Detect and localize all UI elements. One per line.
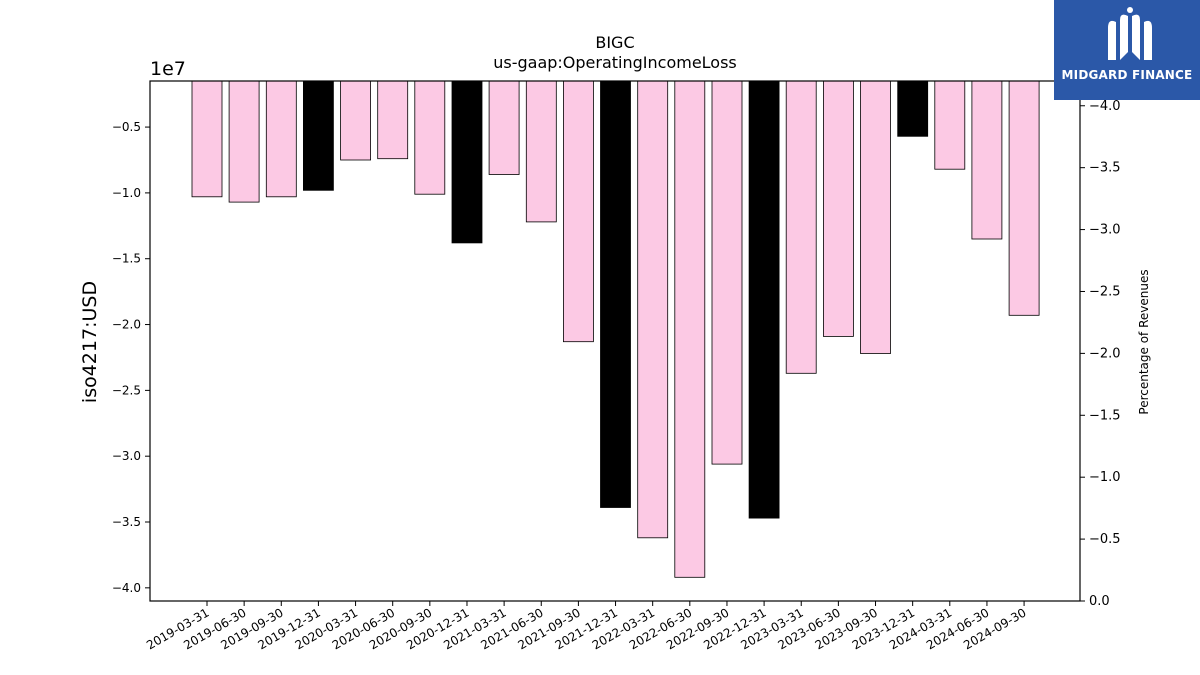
bar-2023-06-30 [823, 80, 854, 337]
bar-2021-06-30 [525, 80, 557, 223]
bar-2019-09-30 [265, 80, 297, 198]
bar-2022-09-30 [711, 80, 743, 465]
bar-2021-03-31 [488, 80, 520, 175]
y2-tick-label: −1.0 [1089, 470, 1121, 485]
y2-tick-label: −4.0 [1089, 99, 1121, 114]
bar-2024-09-30 [1008, 80, 1040, 316]
bar-2019-12-31 [302, 80, 334, 191]
bar-2020-09-30 [414, 80, 446, 195]
y-offset-label: 1e7 [150, 58, 186, 80]
bar-2022-06-30 [674, 80, 706, 578]
y-tick-label: −0.5 [112, 120, 141, 134]
y2-tick-label: −2.5 [1089, 284, 1121, 299]
y-tick-label: −2.5 [112, 383, 141, 397]
y2-tick-label: −0.5 [1089, 532, 1121, 547]
logo-text: MIDGARD FINANCE [1061, 68, 1193, 82]
bar-2023-03-31 [785, 80, 817, 374]
bar-2023-12-31 [897, 80, 929, 137]
bar-2022-03-31 [637, 80, 669, 539]
y-tick-label: −1.0 [112, 186, 141, 200]
bar-2021-12-31 [600, 80, 631, 508]
bar-2022-12-31 [748, 80, 780, 519]
y-tick-label: −1.5 [112, 252, 141, 266]
y2-ticks-group: 0.0 −0.5 −1.0 −1.5 −2.0 −2.5 −3.0 −3.5 −4.0 [1080, 99, 1121, 609]
y2-tick-label: −2.0 [1089, 346, 1121, 361]
bar-2024-03-31 [934, 80, 966, 170]
bars-group [191, 80, 1040, 578]
y-axis-label: iso4217:USD [79, 281, 101, 403]
x-ticks-group: 2019-03-312019-06-302019-09-302019-12-31… [144, 601, 1029, 652]
chart-subtitle: us-gaap:OperatingIncomeLoss [493, 53, 737, 72]
y2-tick-label: −3.5 [1089, 161, 1121, 176]
chart-title: BIGC [595, 33, 634, 52]
bar-2020-06-30 [377, 80, 409, 160]
y-tick-label: −3.5 [112, 515, 141, 529]
bar-2020-12-31 [451, 80, 483, 244]
bar-2019-06-30 [228, 80, 260, 203]
y2-axis-label: Percentage of Revenues [1137, 269, 1151, 414]
midgard-m-logo-icon [1108, 7, 1152, 61]
y-ticks-group: −4.0 −3.5 −3.0 −2.5 −2.0 −1.5 −1.0 −0.5 [112, 120, 150, 595]
plot-frame [149, 80, 1081, 602]
bar-2019-03-31 [191, 80, 223, 198]
y-tick-label: −4.0 [112, 581, 141, 595]
y2-tick-label: 0.0 [1089, 594, 1110, 609]
bar-2023-09-30 [860, 80, 891, 354]
y-tick-label: −2.0 [112, 318, 141, 332]
bar-2024-06-30 [971, 80, 1003, 240]
y-tick-label: −3.0 [112, 449, 141, 463]
bar-2021-09-30 [563, 80, 594, 343]
y2-tick-label: −3.0 [1089, 223, 1121, 238]
midgard-finance-logo: MIDGARD FINANCE [1054, 0, 1200, 100]
y2-tick-label: −1.5 [1089, 408, 1121, 423]
bar-2020-03-31 [340, 80, 372, 161]
